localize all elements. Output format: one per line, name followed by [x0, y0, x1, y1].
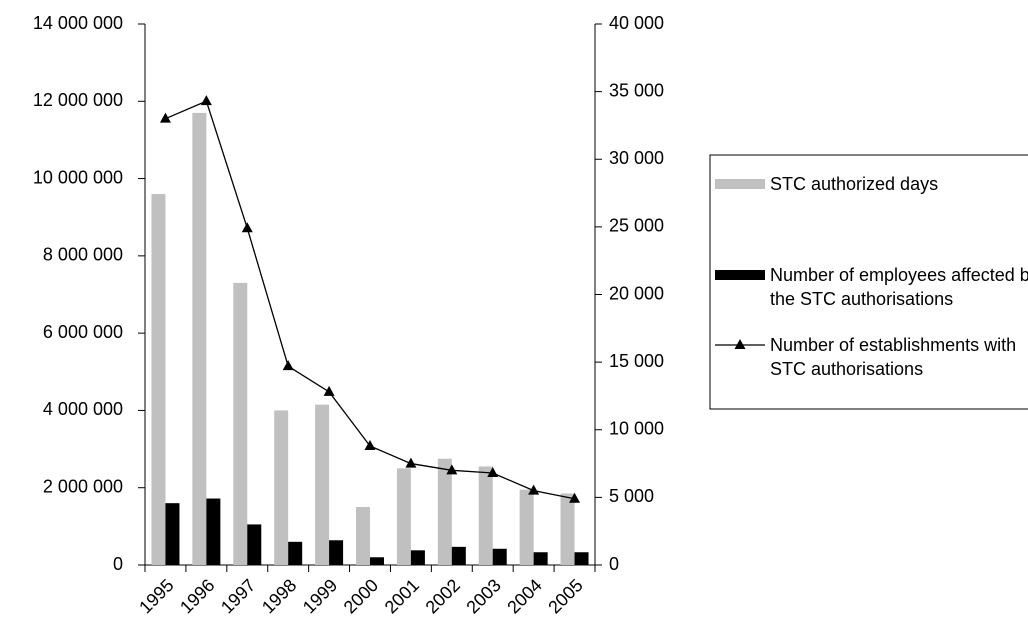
x-tick-label: 1999: [299, 575, 341, 617]
y-tick-label: 12 000 000: [33, 90, 123, 110]
bar: [492, 548, 507, 565]
bar: [329, 540, 344, 565]
x-tick-label: 2001: [381, 575, 423, 617]
y2-tick-label: 15 000: [609, 351, 664, 371]
line-marker: [528, 484, 540, 495]
y-tick-label: 4 000 000: [43, 399, 123, 419]
x-tick-label: 2000: [340, 575, 382, 617]
bar: [233, 282, 248, 565]
line-marker: [405, 457, 417, 468]
y-tick-label: 8 000 000: [43, 245, 123, 265]
y2-tick-label: 25 000: [609, 216, 664, 236]
legend-label: STC authorized days: [770, 174, 939, 194]
y-tick-label: 14 000 000: [33, 13, 123, 33]
y2-tick-label: 5 000: [609, 486, 654, 506]
x-tick-label: 1996: [176, 575, 218, 617]
bar: [356, 507, 370, 565]
bar: [274, 410, 289, 565]
bar: [574, 552, 589, 565]
y-tick-label: 2 000 000: [43, 476, 123, 496]
x-tick-label: 2003: [462, 575, 504, 617]
bar: [370, 557, 384, 565]
y2-tick-label: 10 000: [609, 419, 664, 439]
bar: [533, 552, 548, 565]
line-marker: [241, 222, 253, 233]
line-marker: [446, 464, 458, 475]
legend-label: Number of employees affected by the STC …: [770, 265, 1028, 309]
bar: [437, 458, 452, 565]
legend-marker: [734, 339, 746, 349]
bar: [192, 112, 207, 565]
bar: [519, 489, 534, 565]
line-marker: [569, 492, 581, 503]
x-tick-label: 2004: [503, 575, 545, 617]
y2-tick-label: 20 000: [609, 283, 664, 303]
bar: [151, 194, 166, 565]
bar: [288, 541, 303, 565]
legend-label: Number of establishments with STC author…: [770, 335, 1017, 379]
legend-swatch: [715, 179, 765, 189]
x-tick-label: 2002: [422, 575, 464, 617]
y-tick-label: 10 000 000: [33, 167, 123, 187]
line-marker: [200, 95, 212, 106]
legend-swatch: [715, 270, 765, 280]
bar: [396, 468, 411, 565]
bar: [206, 498, 221, 565]
y-tick-label: 0: [113, 554, 123, 574]
y-tick-label: 6 000 000: [43, 322, 123, 342]
x-tick-label: 1998: [258, 575, 300, 617]
y2-tick-label: 40 000: [609, 13, 664, 33]
x-tick-label: 2005: [544, 575, 586, 617]
y2-tick-label: 0: [609, 554, 619, 574]
x-tick-label: 1997: [217, 575, 259, 617]
line-marker: [364, 439, 376, 450]
bar: [165, 503, 180, 565]
bar: [410, 550, 425, 565]
x-tick-label: 1995: [135, 575, 177, 617]
line-marker: [282, 360, 294, 371]
bar: [478, 466, 493, 565]
bar: [560, 493, 575, 565]
line-marker: [159, 112, 171, 123]
line-marker: [323, 385, 335, 396]
bar: [315, 404, 330, 565]
bar: [247, 524, 262, 565]
line-marker: [487, 467, 499, 478]
legend-box: [709, 154, 1028, 410]
bar: [451, 546, 466, 565]
line: [165, 100, 575, 500]
y2-tick-label: 30 000: [609, 148, 664, 168]
y2-tick-label: 35 000: [609, 80, 664, 100]
